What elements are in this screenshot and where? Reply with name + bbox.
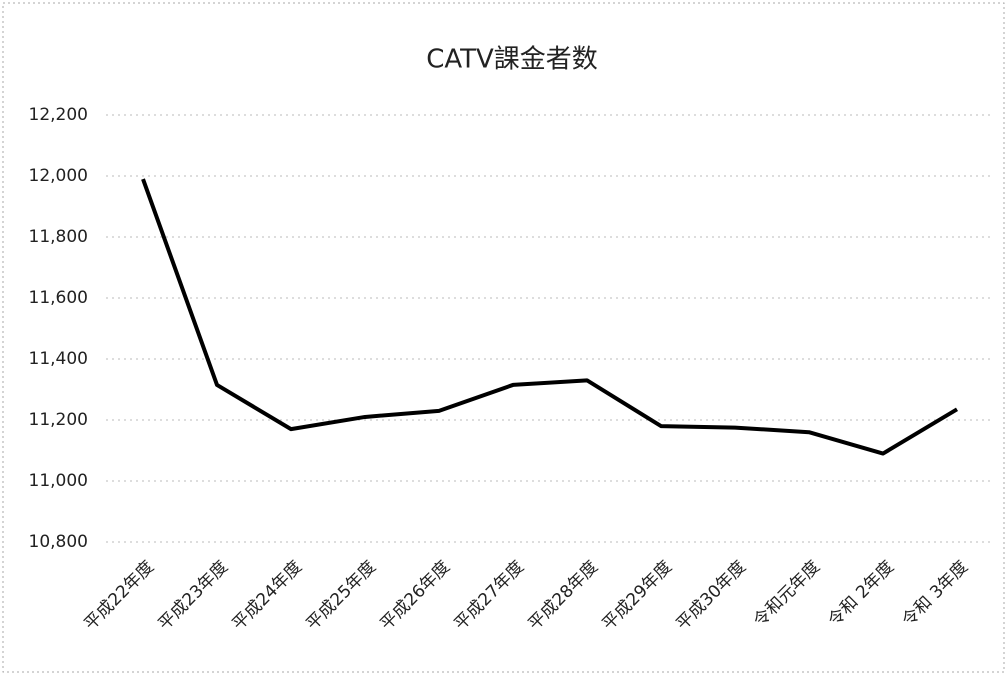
x-tick-label: 平成23年度	[155, 557, 233, 635]
line	[141, 178, 959, 456]
y-tick-label: 12,200	[29, 105, 88, 125]
y-tick-label: 11,800	[29, 227, 88, 247]
x-tick-label: 令和 3年度	[898, 557, 972, 631]
y-tick-label: 12,000	[29, 166, 88, 186]
x-tick-label: 平成22年度	[81, 557, 159, 635]
x-tick-label: 令和 2年度	[824, 557, 898, 631]
x-tick-label: 平成29年度	[599, 557, 677, 635]
x-tick-label: 平成27年度	[451, 557, 529, 635]
x-tick-label: 平成26年度	[377, 557, 455, 635]
y-tick-label: 11,200	[29, 410, 88, 430]
y-tick-label: 11,600	[29, 288, 88, 308]
y-tick-label: 11,400	[29, 349, 88, 369]
y-tick-label: 10,800	[29, 532, 88, 552]
x-tick-label: 平成25年度	[303, 557, 381, 635]
x-tick-label: 令和元年度	[750, 557, 824, 631]
x-tick-label: 平成24年度	[229, 557, 307, 635]
x-tick-label: 平成28年度	[525, 557, 603, 635]
y-tick-label: 11,000	[29, 471, 88, 491]
chart-title: CATV課金者数	[426, 45, 598, 75]
x-tick-label: 平成30年度	[673, 557, 751, 635]
